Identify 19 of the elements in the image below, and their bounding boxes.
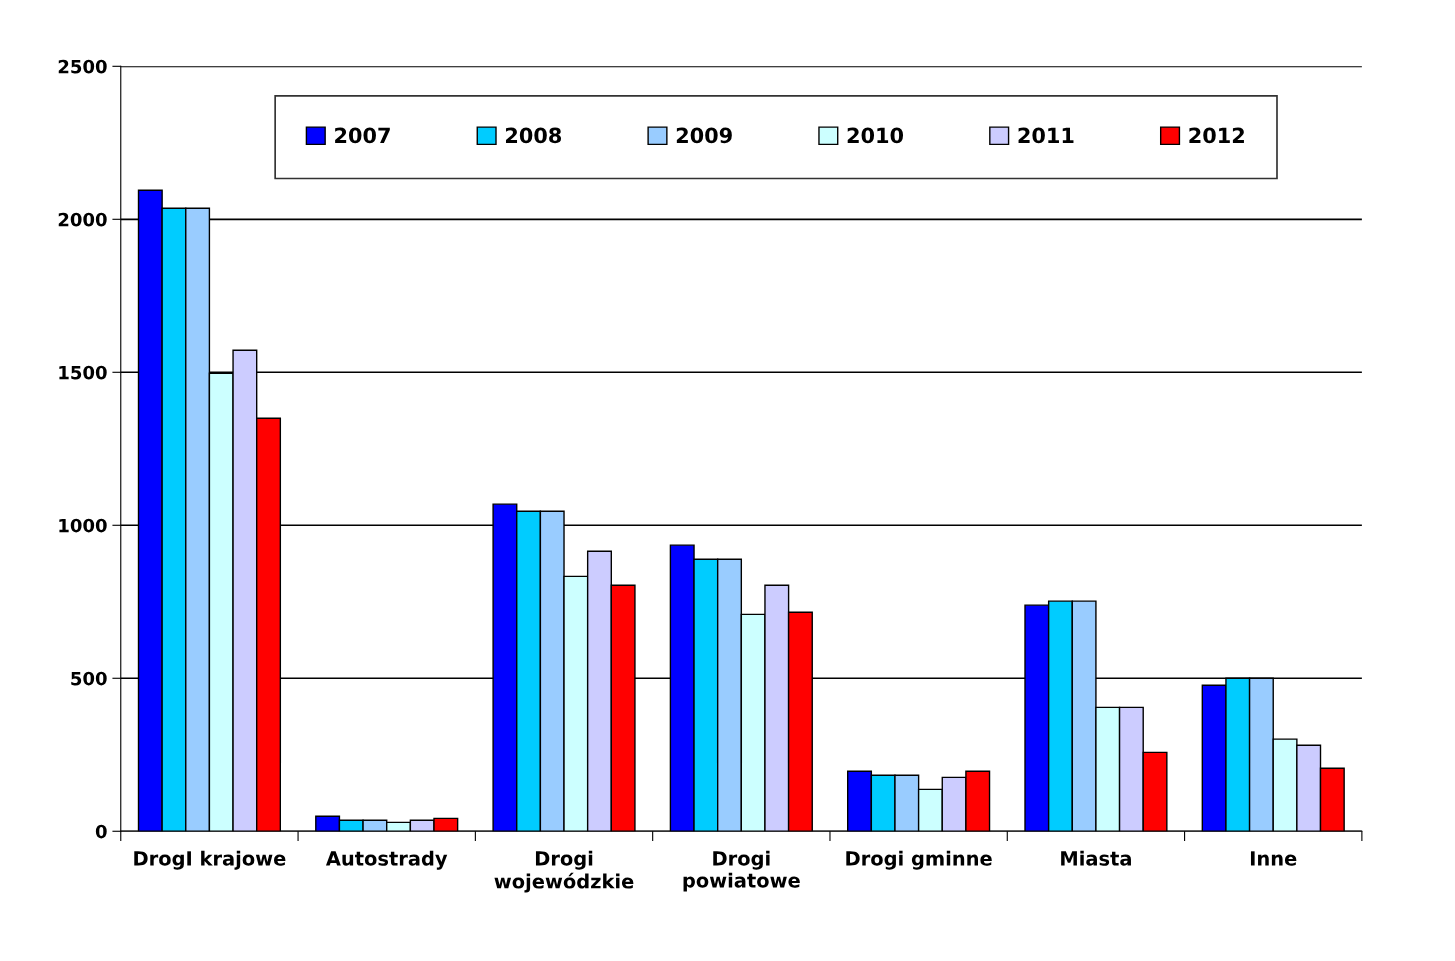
legend-label: 2007 [335, 127, 390, 144]
x-tick-label: Inne [1250, 851, 1297, 866]
legend-label: 2012 [1189, 127, 1244, 144]
y-tick-label: 1500 [59, 365, 107, 380]
x-tick-label: Drogi wojewódzkie [494, 850, 634, 893]
y-tick-label: 2500 [58, 59, 107, 74]
y-tick-label: 500 [71, 671, 107, 686]
legend-label: 2008 [505, 127, 562, 144]
x-tick-label: Drogi gminne [846, 850, 992, 870]
y-tick-label: 1000 [59, 518, 107, 533]
x-tick-label: Autostrady [325, 850, 448, 870]
x-tick-label: Miasta [1061, 850, 1131, 866]
y-tick-label: 2000 [58, 212, 107, 227]
x-tick-label: Drogi powiatowe [683, 850, 800, 892]
legend-label: 2009 [676, 127, 732, 144]
x-tick-label: DrogI krajowe [134, 850, 286, 870]
legend-label: 2011 [1018, 127, 1074, 144]
legend-label: 2010 [847, 127, 904, 144]
y-tick-label: 0 [95, 824, 107, 839]
